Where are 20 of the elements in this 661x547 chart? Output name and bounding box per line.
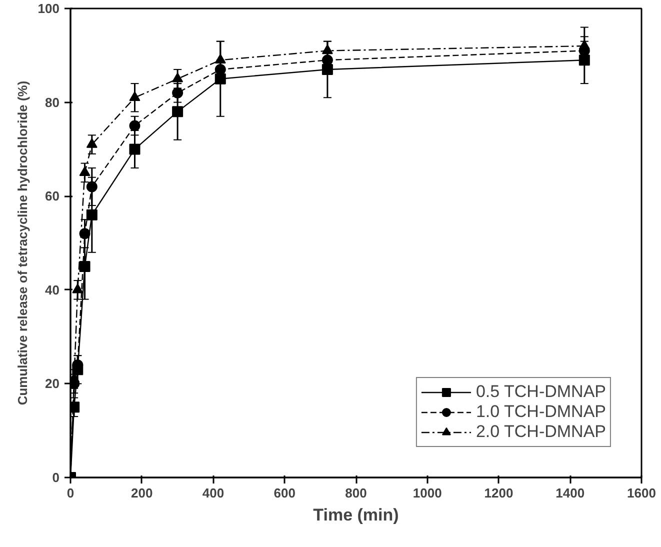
x-tick-label: 1000 — [412, 486, 442, 500]
y-tick-label: 100 — [38, 1, 60, 16]
x-tick-label: 600 — [274, 486, 296, 500]
x-tick-label: 400 — [202, 486, 224, 500]
x-axis-title: Time (min) — [313, 506, 399, 524]
legend-label: 0.5 TCH-DMNAP — [476, 382, 606, 402]
y-tick-label: 20 — [45, 376, 60, 392]
x-tick-label: 800 — [345, 486, 367, 500]
x-tick-label: 200 — [131, 486, 153, 500]
y-tick-label: 0 — [52, 470, 60, 485]
x-tick-label: 1200 — [484, 486, 514, 500]
y-tick-label: 40 — [45, 282, 60, 298]
y-tick-label: 60 — [45, 188, 60, 204]
x-tick-label: 1600 — [627, 486, 656, 500]
x-tick-label: 0 — [66, 486, 74, 500]
y-axis-title: Cumulative release of tetracycline hydrochloride (%) — [14, 80, 30, 406]
x-tick-label: 1400 — [556, 486, 585, 500]
y-tick-label: 80 — [45, 94, 60, 110]
legend-label: 1.0 TCH-DMNAP — [476, 402, 606, 422]
legend-label: 2.0 TCH-DMNAP — [476, 422, 606, 442]
